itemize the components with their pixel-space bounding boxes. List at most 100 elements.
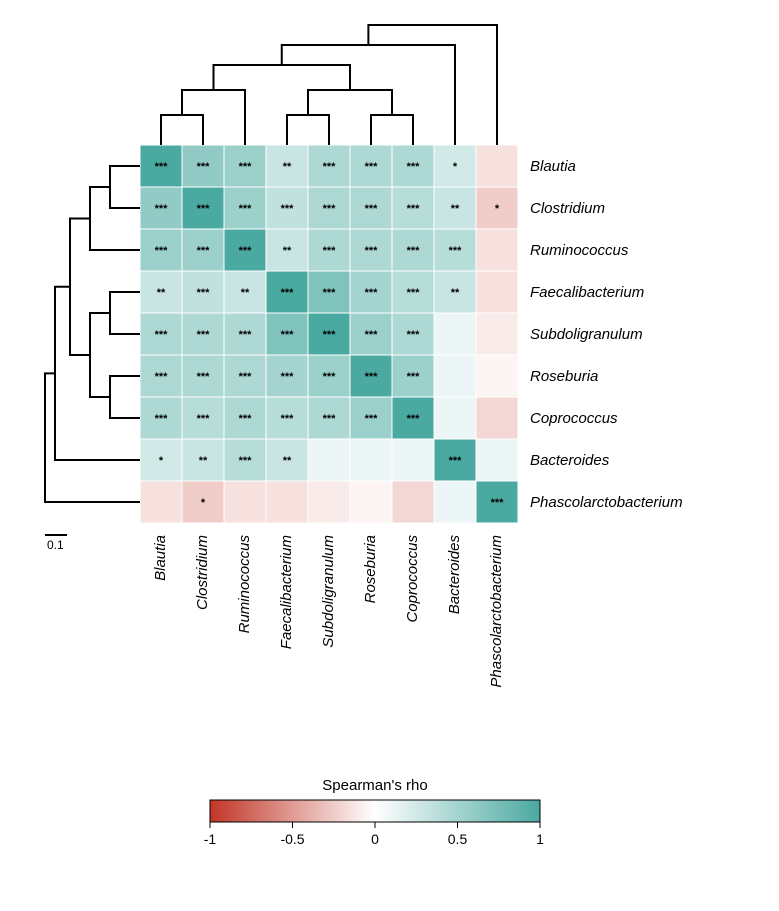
significance-marker: *: [495, 203, 500, 215]
significance-marker: ***: [155, 413, 169, 425]
scale-label: 0.1: [47, 538, 64, 552]
significance-marker: ***: [407, 203, 421, 215]
row-label: Subdoligranulum: [530, 326, 643, 343]
significance-marker: ***: [323, 161, 337, 173]
significance-marker: ***: [239, 203, 253, 215]
heatmap-cells: ****************************************…: [140, 145, 518, 523]
significance-marker: ***: [407, 245, 421, 257]
significance-marker: ***: [407, 371, 421, 383]
col-label: Coprococcus: [404, 535, 421, 623]
significance-marker: ***: [407, 161, 421, 173]
col-labels: Blautia Clostridium Ruminococcus Faecalibac…: [152, 535, 505, 688]
significance-marker: ***: [281, 203, 295, 215]
significance-marker: ***: [239, 455, 253, 467]
legend-tick: 1: [536, 831, 544, 847]
significance-marker: ***: [197, 413, 211, 425]
significance-marker: *: [453, 161, 458, 173]
col-label: Subdoligranulum: [320, 535, 337, 648]
legend-tick: -0.5: [280, 831, 304, 847]
significance-marker: ***: [239, 371, 253, 383]
heatmap-cell: [434, 481, 476, 523]
col-label: Blautia: [152, 535, 169, 581]
heatmap-cell: [434, 355, 476, 397]
col-label: Clostridium: [194, 535, 211, 610]
heatmap-cell: [266, 481, 308, 523]
significance-marker: ***: [155, 245, 169, 257]
row-label: Blautia: [530, 158, 576, 175]
legend-title: Spearman's rho: [322, 777, 427, 794]
significance-marker: ***: [155, 371, 169, 383]
heatmap-cell: [308, 439, 350, 481]
significance-marker: ***: [197, 287, 211, 299]
significance-marker: ***: [365, 413, 379, 425]
heatmap-cell: [434, 397, 476, 439]
heatmap-cell: [476, 397, 518, 439]
significance-marker: ***: [365, 245, 379, 257]
row-label: Clostridium: [530, 200, 605, 217]
significance-marker: ***: [491, 497, 505, 509]
significance-marker: **: [283, 245, 292, 257]
legend-bar: [210, 800, 540, 822]
significance-marker: **: [451, 287, 460, 299]
col-label: Faecalibacterium: [278, 535, 295, 649]
significance-marker: ***: [407, 287, 421, 299]
correlation-heatmap: ****************************************…: [0, 0, 779, 911]
significance-marker: ***: [449, 455, 463, 467]
significance-marker: **: [241, 287, 250, 299]
significance-marker: ***: [239, 161, 253, 173]
row-labels: Blautia Clostridium Ruminococcus Faecalibac…: [530, 158, 683, 511]
col-dendrogram: [161, 25, 497, 145]
significance-marker: **: [199, 455, 208, 467]
row-label: Ruminococcus: [530, 242, 629, 259]
significance-marker: ***: [365, 287, 379, 299]
legend-tick: 0.5: [448, 831, 468, 847]
significance-marker: ***: [407, 413, 421, 425]
heatmap-cell: [476, 145, 518, 187]
significance-marker: ***: [323, 371, 337, 383]
row-label: Faecalibacterium: [530, 284, 644, 301]
heatmap-cell: [392, 439, 434, 481]
significance-marker: ***: [323, 245, 337, 257]
significance-marker: ***: [155, 161, 169, 173]
significance-marker: ***: [239, 329, 253, 341]
significance-marker: ***: [197, 161, 211, 173]
significance-marker: **: [283, 161, 292, 173]
heatmap-cell: [476, 271, 518, 313]
row-dendrogram: [45, 166, 140, 502]
col-label: Phascolarctobacterium: [488, 535, 505, 688]
heatmap-cell: [350, 439, 392, 481]
significance-marker: ***: [323, 413, 337, 425]
heatmap-cell: [476, 355, 518, 397]
significance-marker: ***: [155, 329, 169, 341]
col-label: Roseburia: [362, 535, 379, 603]
row-label: Phascolarctobacterium: [530, 494, 683, 511]
legend-tick: 0: [371, 831, 379, 847]
row-label: Roseburia: [530, 368, 598, 385]
heatmap-cell: [476, 313, 518, 355]
significance-marker: *: [159, 455, 164, 467]
significance-marker: ***: [197, 329, 211, 341]
significance-marker: ***: [281, 287, 295, 299]
significance-marker: ***: [365, 329, 379, 341]
significance-marker: ***: [323, 287, 337, 299]
col-label: Ruminococcus: [236, 535, 253, 634]
significance-marker: **: [283, 455, 292, 467]
heatmap-cell: [140, 481, 182, 523]
significance-marker: ***: [407, 329, 421, 341]
heatmap-cell: [392, 481, 434, 523]
heatmap-cell: [434, 313, 476, 355]
significance-marker: ***: [449, 245, 463, 257]
significance-marker: ***: [365, 161, 379, 173]
col-label: Bacteroides: [446, 535, 463, 615]
significance-marker: ***: [281, 371, 295, 383]
row-label: Bacteroides: [530, 452, 610, 469]
heatmap-cell: [476, 229, 518, 271]
significance-marker: ***: [239, 245, 253, 257]
significance-marker: ***: [281, 413, 295, 425]
significance-marker: ***: [281, 329, 295, 341]
heatmap-cell: [350, 481, 392, 523]
significance-marker: **: [451, 203, 460, 215]
significance-marker: **: [157, 287, 166, 299]
significance-marker: ***: [239, 413, 253, 425]
significance-marker: ***: [365, 371, 379, 383]
